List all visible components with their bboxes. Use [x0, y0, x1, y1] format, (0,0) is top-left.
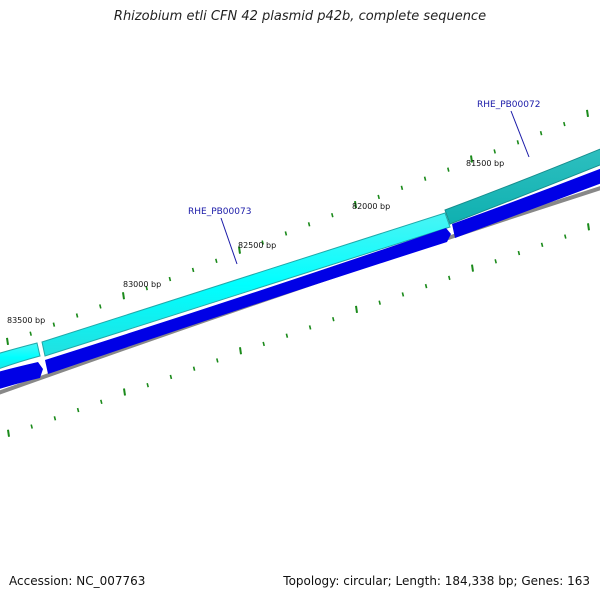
inner-tick-24: [564, 234, 567, 239]
outer-tick-10: [238, 246, 241, 254]
outer-feature-band-right[interactable]: [444, 145, 600, 225]
inner-tick-21: [494, 259, 497, 264]
outer-tick-21: [493, 149, 496, 154]
outer-tick-3: [75, 313, 79, 318]
position-label-81500: 81500 bp: [466, 159, 504, 168]
outer-tick-20: [470, 155, 473, 163]
outer-tick-2: [52, 322, 56, 327]
outer-tick-25: [586, 109, 589, 118]
inner-tick-2: [53, 416, 57, 421]
outer-tick-1: [29, 331, 32, 336]
gene-leader-rhe-pb00073: [220, 217, 238, 265]
inner-tick-marks: [7, 223, 590, 437]
inner-tick-8: [192, 366, 196, 371]
inner-tick-6: [146, 383, 149, 388]
inner-tick-7: [169, 374, 173, 380]
inner-tick-9: [216, 358, 219, 363]
inner-tick-14: [332, 316, 335, 322]
inner-tick-10: [239, 347, 242, 355]
outer-feature-band-main[interactable]: [41, 212, 451, 357]
position-label-83500: 83500 bp: [7, 316, 45, 325]
inner-tick-17: [401, 292, 405, 297]
inner-tick-3: [76, 407, 80, 413]
outer-tick-4: [99, 304, 102, 309]
outer-tick-marks: [6, 109, 589, 345]
outer-tick-14: [331, 213, 334, 218]
outer-tick-23: [539, 130, 543, 136]
inner-tick-1: [30, 424, 33, 429]
inner-tick-13: [308, 325, 312, 330]
inner-tick-19: [448, 275, 451, 281]
outer-tick-22: [516, 140, 520, 145]
outer-tick-9: [215, 258, 218, 263]
gene-leader-rhe-pb00072: [510, 110, 530, 158]
accession-text: Accession: NC_007763: [9, 574, 146, 588]
inner-tick-0: [7, 429, 10, 437]
position-label-82000: 82000 bp: [352, 202, 390, 211]
gene-arrow-rhe-pb00073[interactable]: [45, 228, 451, 374]
gene-label-rhe-pb00073[interactable]: RHE_PB00073: [188, 207, 251, 217]
position-label-82500: 82500 bp: [238, 241, 276, 250]
outer-tick-19: [447, 167, 450, 172]
outer-tick-5: [122, 292, 125, 300]
gene-label-rhe-pb00072[interactable]: RHE_PB00072: [477, 100, 540, 110]
inner-tick-23: [540, 242, 544, 248]
sequence-summary-text: Topology: circular; Length: 184,338 bp; …: [283, 574, 590, 588]
inner-tick-18: [424, 283, 428, 289]
gene-arrow-left[interactable]: [0, 362, 43, 392]
inner-tick-5: [123, 388, 126, 396]
map-title: Rhizobium etli CFN 42 plasmid p42b, comp…: [113, 9, 487, 24]
gene-arrow-rhe-pb00072[interactable]: [452, 165, 600, 238]
outer-tick-17: [400, 185, 404, 191]
outer-tick-24: [563, 121, 566, 127]
outer-tick-11: [261, 240, 264, 245]
outer-tick-12: [284, 231, 288, 236]
outer-tick-13: [307, 222, 311, 227]
outer-tick-0: [6, 337, 9, 345]
inner-tick-25: [587, 223, 590, 231]
inner-tick-20: [471, 264, 474, 272]
outer-tick-16: [377, 194, 380, 200]
inner-tick-11: [262, 341, 265, 347]
outer-tick-7: [168, 276, 172, 282]
inner-tick-15: [355, 305, 358, 314]
outer-feature-band-left[interactable]: [0, 342, 41, 372]
outer-tick-15: [354, 200, 357, 209]
outer-tick-8: [191, 267, 195, 273]
inner-tick-16: [378, 300, 381, 305]
inner-tick-12: [285, 333, 289, 338]
outer-tick-18: [423, 176, 427, 181]
position-label-83000: 83000 bp: [123, 280, 161, 289]
outer-tick-6: [145, 285, 148, 291]
inner-tick-22: [517, 250, 521, 256]
inner-tick-4: [100, 399, 103, 404]
